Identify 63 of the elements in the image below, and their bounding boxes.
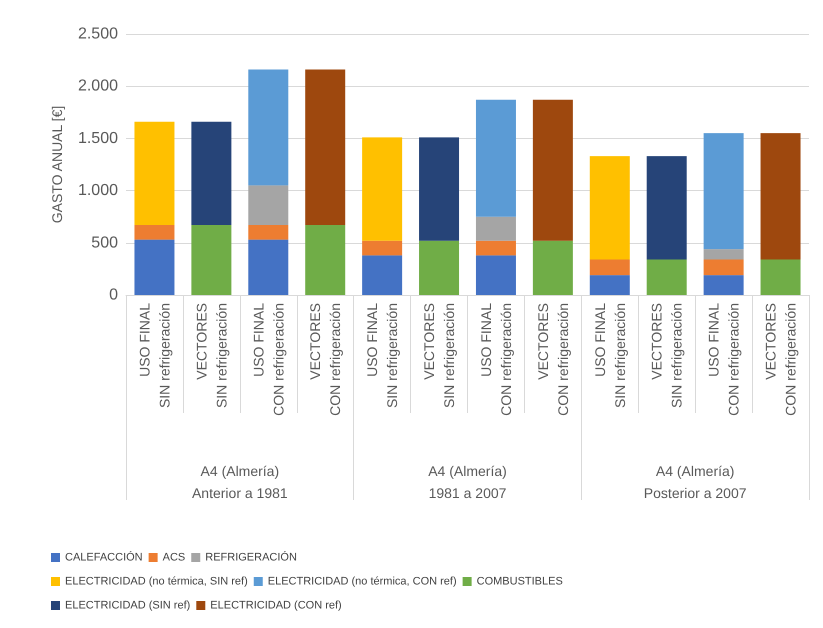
x-tick-label: USO FINAL SIN refrigeración	[592, 302, 628, 408]
legend-label: ELECTRICIDAD (CON ref)	[210, 600, 342, 612]
bar	[248, 225, 288, 240]
bar	[248, 240, 288, 295]
bar	[191, 122, 232, 226]
bar	[760, 260, 801, 295]
x-tick-label: USO FINAL SIN refrigeración	[136, 302, 172, 408]
x-tick-label: VECTORES SIN refrigeración	[421, 303, 458, 408]
y-tick-label: 0	[109, 286, 118, 304]
bar	[590, 275, 630, 295]
bar	[419, 137, 460, 241]
bar	[704, 275, 744, 295]
bar	[419, 240, 460, 295]
legend-label: ELECTRICIDAD (no térmica, CON ref)	[268, 576, 457, 588]
bar	[362, 240, 402, 256]
bar	[134, 225, 174, 240]
bar	[476, 255, 516, 295]
bar	[476, 216, 516, 241]
x-tick-label: VECTORES SIN refrigeración	[193, 303, 230, 408]
bar	[362, 255, 402, 295]
bar	[646, 260, 687, 295]
y-tick-label: 2.000	[78, 78, 118, 95]
bar	[305, 225, 346, 295]
text: A4 (Almería) Anterior a 1981	[192, 463, 288, 501]
legend-label: CALEFACCIÓN	[65, 550, 143, 564]
x-tick-label: USO FINAL CON refrigeración	[706, 302, 742, 416]
x-tick-label: USO FINAL CON refrigeración	[478, 302, 514, 416]
bar	[704, 249, 744, 260]
legend-label: ELECTRICIDAD (SIN ref)	[65, 600, 190, 612]
y-tick-label: 2.500	[78, 26, 118, 42]
x-tick-label: USO FINAL SIN refrigeración	[364, 302, 400, 408]
bar	[248, 185, 288, 226]
bar	[305, 69, 346, 226]
y-axis-title: GASTO ANUAL [€]	[49, 106, 65, 224]
y-tick-label: 1.500	[78, 130, 118, 147]
bar	[476, 100, 516, 217]
bar	[248, 69, 288, 186]
bar	[134, 240, 174, 295]
x-tick-label: VECTORES CON refrigeración	[762, 303, 799, 416]
text: A4 (Almería) 1981 a 2007	[428, 463, 507, 501]
bar	[704, 133, 744, 250]
bar	[191, 225, 232, 295]
x-tick-label: VECTORES CON refrigeración	[534, 303, 571, 416]
x-tick-label: VECTORES SIN refrigeración	[648, 303, 685, 408]
bar	[704, 260, 744, 276]
legend-label: ELECTRICIDAD (no térmica, SIN ref)	[65, 576, 248, 588]
x-tick-label: USO FINAL CON refrigeración	[250, 302, 286, 416]
bar	[646, 156, 687, 260]
bar	[532, 240, 573, 295]
bar	[362, 137, 402, 241]
legend-label: COMBUSTIBLES	[476, 576, 563, 588]
bar	[760, 133, 801, 260]
bar	[532, 100, 573, 241]
text: A4 (Almería) Posterior a 2007	[644, 463, 747, 501]
y-tick-label: 500	[91, 234, 118, 252]
bar	[590, 260, 630, 276]
x-tick-label: VECTORES CON refrigeración	[307, 303, 344, 416]
y-tick-label: 1.000	[78, 182, 118, 200]
bar	[590, 156, 630, 260]
bar	[476, 240, 516, 256]
bar	[134, 122, 174, 226]
legend-label: REFRIGERACIÓN	[205, 550, 297, 564]
legend-label: ACS	[162, 552, 186, 564]
